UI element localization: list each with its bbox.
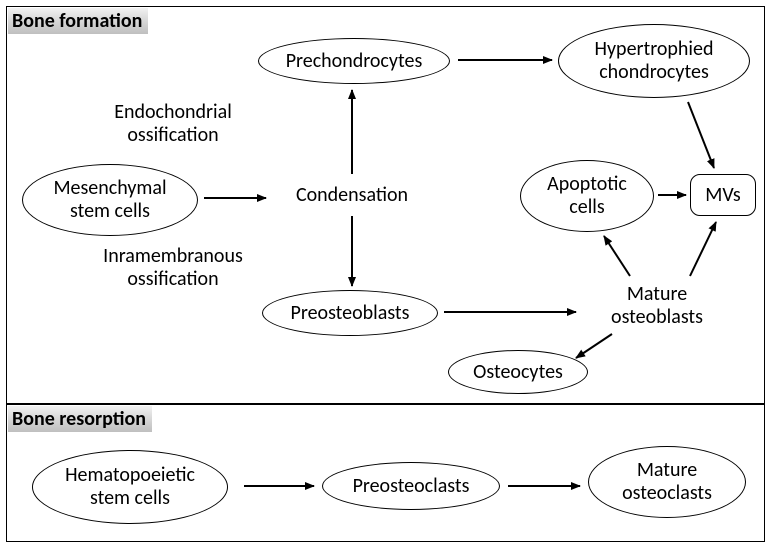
label-condensation: Condensation: [272, 180, 432, 210]
node-mesenchymal-stem-cells: Mesenchymal stem cells: [22, 164, 198, 236]
node-hematopoietic-stem-cells: Hematopoeietic stem cells: [32, 450, 228, 524]
node-prechondrocytes: Prechondrocytes: [258, 38, 450, 84]
node-mature-osteoclasts: Mature osteoclasts: [588, 446, 746, 518]
label-intramembranous-ossification: Inramembranous ossification: [68, 240, 278, 296]
node-hypertrophied-chondrocytes: Hypertrophied chondrocytes: [558, 24, 750, 98]
node-osteocytes: Osteocytes: [448, 350, 588, 394]
title-bone-formation: Bone formation: [8, 8, 148, 34]
node-preosteoclasts: Preosteoclasts: [322, 462, 500, 510]
label-mature-osteoblasts: Mature osteoblasts: [582, 278, 732, 334]
title-bone-resorption: Bone resorption: [8, 406, 152, 432]
node-preosteoblasts: Preosteoblasts: [262, 290, 438, 336]
diagram-canvas: Bone formation Bone resorption Prechondr…: [0, 0, 771, 548]
label-endochondrial-ossification: Endochondrial ossification: [78, 96, 268, 152]
node-apoptotic-cells: Apoptotic cells: [520, 160, 654, 232]
node-mvs: MVs: [690, 174, 756, 216]
